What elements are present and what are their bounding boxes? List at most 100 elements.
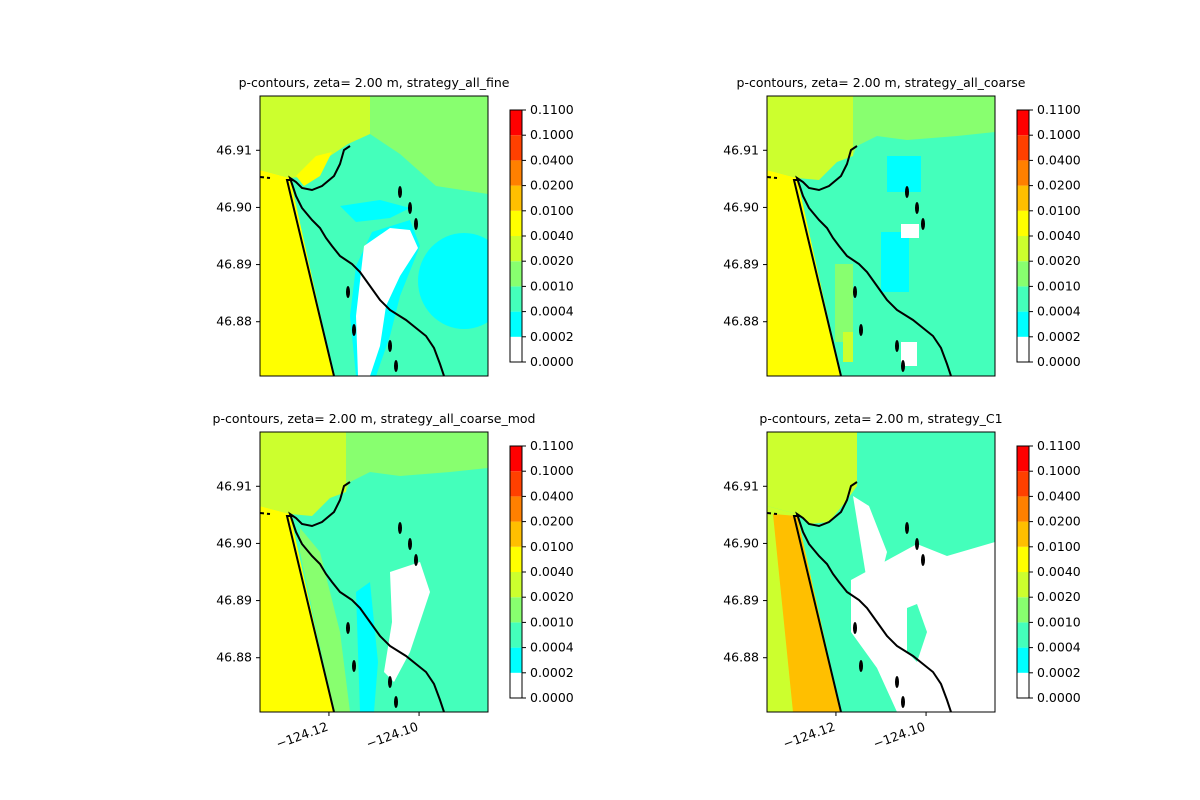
field-strip-green	[300, 528, 350, 712]
colorbar-bin	[510, 135, 522, 161]
panel-title: p-contours, zeta= 2.00 m, strategy_all_c…	[737, 75, 1026, 90]
colorbar-bin	[510, 672, 522, 698]
colorbar-label: 0.0004	[530, 304, 574, 319]
colorbar-bin	[1017, 311, 1029, 337]
colorbar-label: 0.0040	[1037, 564, 1081, 579]
contour-field	[767, 432, 995, 712]
colorbar-label: 0.0200	[1037, 514, 1081, 529]
colorbar-bin	[510, 521, 522, 547]
colorbar-bin	[510, 597, 522, 623]
colorbar-label: 0.1100	[1037, 102, 1081, 117]
colorbar-label: 0.0100	[530, 539, 574, 554]
island-2	[895, 676, 899, 688]
colorbar-bin	[510, 160, 522, 186]
field-coarse-cyan	[887, 156, 921, 192]
island-0	[853, 286, 857, 298]
field-coarse-cyan	[881, 232, 909, 292]
field-sea-yellow	[260, 170, 334, 376]
colorbar-label: 0.0200	[1037, 178, 1081, 193]
field-coarse-white	[901, 342, 917, 366]
y-tick-label: 46.88	[216, 314, 252, 329]
y-tick-label: 46.90	[216, 535, 252, 550]
colorbar: 0.0000 0.0002 0.0004 0.0010 0.0020 0.0040 0.01…	[509, 438, 574, 705]
field-north-yellowgreen	[260, 432, 346, 516]
contour-field	[260, 96, 488, 376]
island-3	[394, 696, 398, 708]
colorbar-label: 0.0400	[1037, 488, 1081, 503]
y-tick-label: 46.89	[216, 593, 252, 608]
colorbar-bin	[1017, 185, 1029, 211]
y-tick-label: 46.89	[723, 593, 759, 608]
colorbar-bin	[510, 336, 522, 362]
colorbar-bin	[510, 622, 522, 648]
island-1	[859, 660, 863, 672]
island-2	[895, 340, 899, 352]
colorbar-label: 0.1100	[530, 438, 574, 453]
island-4	[905, 186, 909, 198]
colorbar-bin	[1017, 160, 1029, 186]
colorbar-bin	[1017, 496, 1029, 522]
colorbar-label: 0.0000	[530, 690, 574, 705]
coastline-dashed	[260, 176, 271, 179]
colorbar-bin	[510, 236, 522, 262]
colorbar-bin	[510, 311, 522, 337]
y-tick-label: 46.88	[723, 314, 759, 329]
colorbar-label: 0.0010	[1037, 614, 1081, 629]
colorbar: 0.0000 0.0002 0.0004 0.0010 0.0020 0.0040 0.01…	[509, 102, 574, 369]
x-tick-label: −124.12	[274, 719, 330, 752]
colorbar-bin	[510, 110, 522, 136]
colorbar-bin	[510, 496, 522, 522]
panel-C1: p-contours, zeta= 2.00 m, strategy_C1 46.…	[723, 411, 1081, 751]
colorbar-label: 0.0002	[530, 665, 574, 680]
colorbar-label: 0.0200	[530, 514, 574, 529]
y-tick-label: 46.90	[723, 199, 759, 214]
island-0	[853, 622, 857, 634]
y-tick-label: 46.89	[216, 257, 252, 272]
colorbar-bin	[510, 647, 522, 673]
field-north-yellowgreen	[767, 96, 853, 180]
field-north-lightgreen	[853, 96, 995, 156]
colorbar-bin	[1017, 135, 1029, 161]
colorbar-label: 0.0004	[1037, 640, 1081, 655]
island-1	[352, 660, 356, 672]
colorbar-bin	[510, 185, 522, 211]
field-cyan-channel	[356, 582, 378, 712]
colorbar-label: 0.0000	[1037, 354, 1081, 369]
colorbar-bin	[1017, 521, 1029, 547]
field-north-lightgreen	[370, 96, 488, 194]
island-6	[414, 554, 418, 566]
colorbar-bin	[510, 261, 522, 287]
y-tick-label: 46.90	[723, 535, 759, 550]
colorbar-label: 0.0010	[530, 278, 574, 293]
coastline-outer	[285, 179, 335, 376]
field-coarse-white	[901, 224, 919, 238]
axes-frame	[766, 431, 996, 713]
y-tick-label: 46.91	[723, 142, 759, 157]
coastline	[288, 481, 445, 712]
coastline-outer	[792, 515, 842, 712]
colorbar-label: 0.0100	[1037, 203, 1081, 218]
panel-title: p-contours, zeta= 2.00 m, strategy_all_f…	[239, 75, 510, 90]
colorbar-label: 0.0040	[1037, 228, 1081, 243]
colorbar-label: 0.0400	[530, 488, 574, 503]
island-4	[398, 522, 402, 534]
colorbar-bin	[1017, 546, 1029, 572]
colorbar-label: 0.0020	[530, 589, 574, 604]
colorbar-label: 0.0400	[1037, 152, 1081, 167]
coastline-dashed	[767, 512, 778, 515]
island-2	[388, 676, 392, 688]
x-tick-label: −124.10	[364, 719, 420, 752]
y-tick-label: 46.88	[723, 650, 759, 665]
colorbar-label: 0.1100	[530, 102, 574, 117]
island-5	[915, 538, 919, 550]
field-turquoise-island	[907, 604, 927, 662]
colorbar-label: 0.0000	[530, 354, 574, 369]
colorbar-label: 0.0010	[1037, 278, 1081, 293]
island-4	[905, 522, 909, 534]
coastline	[795, 145, 952, 376]
colorbar-label: 0.0100	[1037, 539, 1081, 554]
panel-all_fine: p-contours, zeta= 2.00 m, strategy_all_f…	[216, 75, 574, 377]
colorbar-bin	[1017, 471, 1029, 497]
field-white-flats	[384, 562, 430, 682]
